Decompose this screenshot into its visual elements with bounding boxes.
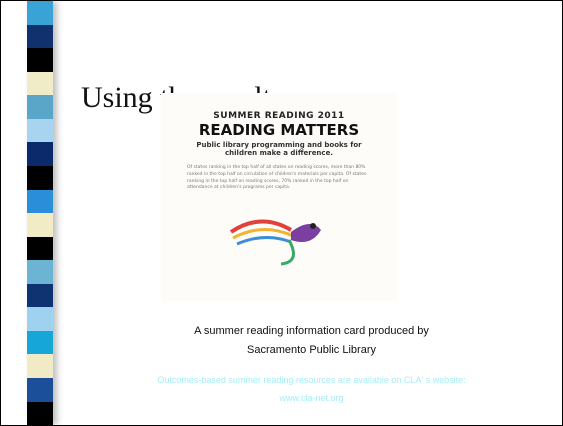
decor-stripe	[27, 1, 53, 425]
card-kicker: SUMMER READING 2011	[161, 111, 397, 121]
footer-link[interactable]: www.cla-net.org	[61, 393, 562, 403]
footer-line: Outcomes-based summer reading resources …	[61, 375, 562, 385]
info-card: SUMMER READING 2011 READING MATTERS Publ…	[161, 93, 397, 301]
card-body: Of states ranking in the top half of all…	[187, 165, 371, 192]
bird-illustration	[161, 192, 397, 272]
caption-line: Sacramento Public Library	[61, 344, 562, 356]
slide: Using the results SUMMER READING 2011 RE…	[0, 0, 563, 426]
card-headline: READING MATTERS	[161, 121, 397, 139]
card-subhead: Public library programming and books for…	[183, 141, 375, 157]
caption-line: A summer reading information card produc…	[61, 325, 562, 337]
